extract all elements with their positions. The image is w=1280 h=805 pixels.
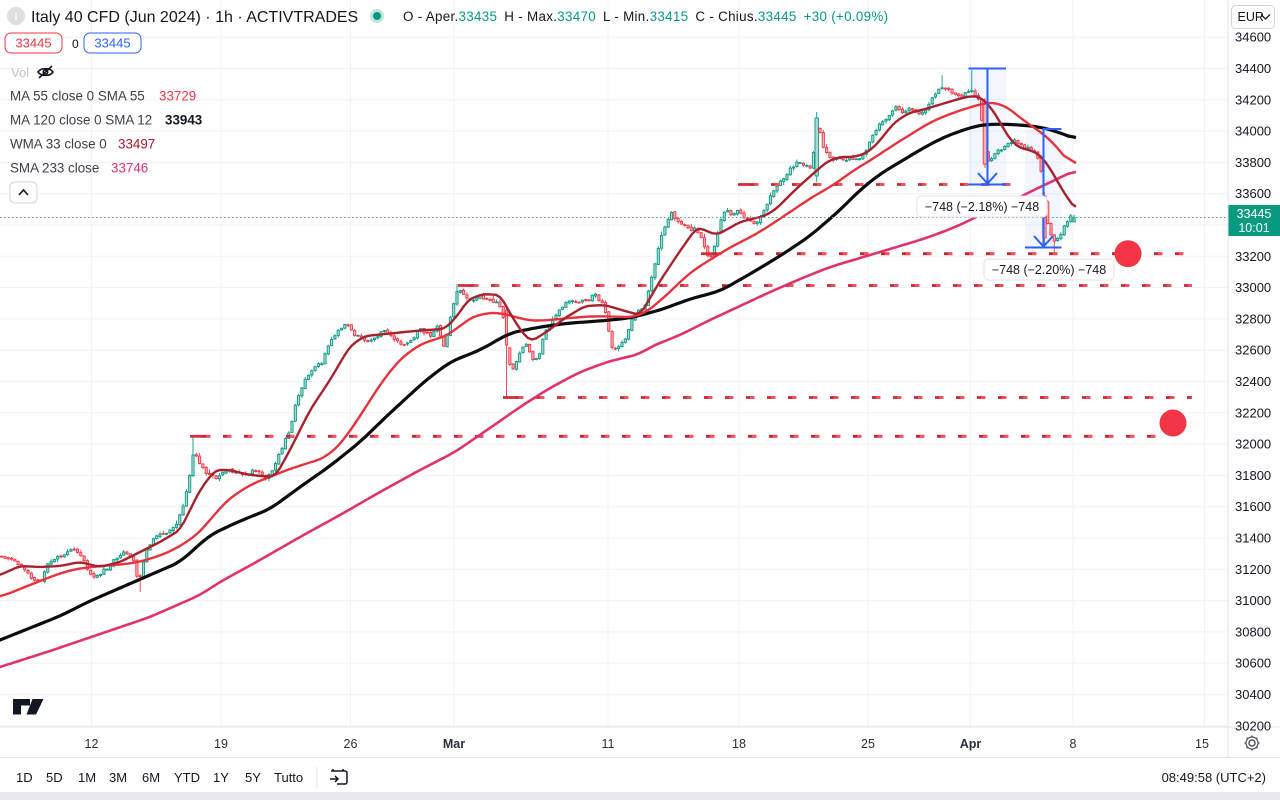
svg-text:34000: 34000 bbox=[1235, 124, 1271, 139]
svg-text:34400: 34400 bbox=[1235, 61, 1271, 76]
svg-text:19: 19 bbox=[214, 737, 228, 751]
svg-text:15: 15 bbox=[1195, 737, 1209, 751]
svg-text:33800: 33800 bbox=[1235, 155, 1271, 170]
svg-text:11: 11 bbox=[602, 737, 615, 751]
svg-text:32000: 32000 bbox=[1235, 437, 1271, 452]
svg-text:31400: 31400 bbox=[1235, 531, 1271, 546]
svg-text:1M: 1M bbox=[78, 770, 96, 785]
svg-text:O - Aper.33435 H - Max.33470 L: O - Aper.33435 H - Max.33470 L - Min.334… bbox=[403, 9, 888, 24]
svg-text:34600: 34600 bbox=[1235, 30, 1271, 45]
svg-text:33000: 33000 bbox=[1235, 280, 1271, 295]
svg-text:31200: 31200 bbox=[1235, 562, 1271, 577]
svg-text:33445: 33445 bbox=[1237, 207, 1272, 221]
svg-text:12: 12 bbox=[85, 737, 99, 751]
svg-text:30800: 30800 bbox=[1235, 624, 1271, 639]
svg-text:30600: 30600 bbox=[1235, 656, 1271, 671]
svg-text:10:01: 10:01 bbox=[1238, 221, 1269, 235]
svg-text:Vol: Vol bbox=[11, 65, 29, 80]
svg-text:32400: 32400 bbox=[1235, 374, 1271, 389]
svg-text:33497: 33497 bbox=[118, 137, 155, 152]
svg-text:18: 18 bbox=[732, 737, 746, 751]
svg-text:i: i bbox=[14, 11, 17, 23]
svg-text:31000: 31000 bbox=[1235, 593, 1271, 608]
svg-text:−748 (−2.18%) −748: −748 (−2.18%) −748 bbox=[925, 200, 1039, 214]
svg-text:32200: 32200 bbox=[1235, 405, 1271, 420]
svg-text:MA 55 close 0 SMA 55: MA 55 close 0 SMA 55 bbox=[10, 89, 145, 104]
svg-text:EUR: EUR bbox=[1238, 10, 1264, 24]
svg-text:33445: 33445 bbox=[15, 36, 51, 51]
svg-text:32800: 32800 bbox=[1235, 311, 1271, 326]
svg-text:34200: 34200 bbox=[1235, 92, 1271, 107]
svg-text:33729: 33729 bbox=[159, 89, 196, 104]
svg-text:−748 (−2.20%) −748: −748 (−2.20%) −748 bbox=[992, 263, 1106, 277]
svg-text:08:49:58 (UTC+2): 08:49:58 (UTC+2) bbox=[1162, 770, 1266, 785]
svg-text:31800: 31800 bbox=[1235, 468, 1271, 483]
svg-text:33746: 33746 bbox=[111, 161, 148, 176]
svg-text:33600: 33600 bbox=[1235, 186, 1271, 201]
svg-text:33200: 33200 bbox=[1235, 249, 1271, 264]
svg-text:5Y: 5Y bbox=[245, 770, 261, 785]
svg-text:1D: 1D bbox=[16, 770, 33, 785]
svg-text:30400: 30400 bbox=[1235, 687, 1271, 702]
svg-text:26: 26 bbox=[344, 737, 358, 751]
svg-text:Apr: Apr bbox=[960, 737, 982, 751]
svg-text:6M: 6M bbox=[142, 770, 160, 785]
svg-text:1Y: 1Y bbox=[213, 770, 229, 785]
svg-text:32600: 32600 bbox=[1235, 343, 1271, 358]
svg-text:WMA 33 close 0: WMA 33 close 0 bbox=[10, 137, 107, 152]
svg-text:0: 0 bbox=[72, 37, 79, 51]
svg-text:8: 8 bbox=[1070, 737, 1077, 751]
svg-text:MA 120 close 0 SMA 12: MA 120 close 0 SMA 12 bbox=[10, 113, 152, 128]
svg-text:25: 25 bbox=[861, 737, 875, 751]
svg-text:5D: 5D bbox=[46, 770, 63, 785]
svg-text:Mar: Mar bbox=[443, 737, 465, 751]
svg-text:33943: 33943 bbox=[165, 113, 202, 128]
svg-text:SMA 233 close: SMA 233 close bbox=[10, 161, 99, 176]
svg-text:Tutto: Tutto bbox=[274, 770, 303, 785]
svg-text:3M: 3M bbox=[109, 770, 127, 785]
svg-text:Italy 40 CFD (Jun 2024) · 1h ·: Italy 40 CFD (Jun 2024) · 1h · ACTIVTRAD… bbox=[31, 9, 358, 26]
svg-text:33445: 33445 bbox=[94, 36, 130, 51]
svg-text:YTD: YTD bbox=[174, 770, 200, 785]
svg-text:31600: 31600 bbox=[1235, 499, 1271, 514]
svg-text:30200: 30200 bbox=[1235, 718, 1271, 733]
